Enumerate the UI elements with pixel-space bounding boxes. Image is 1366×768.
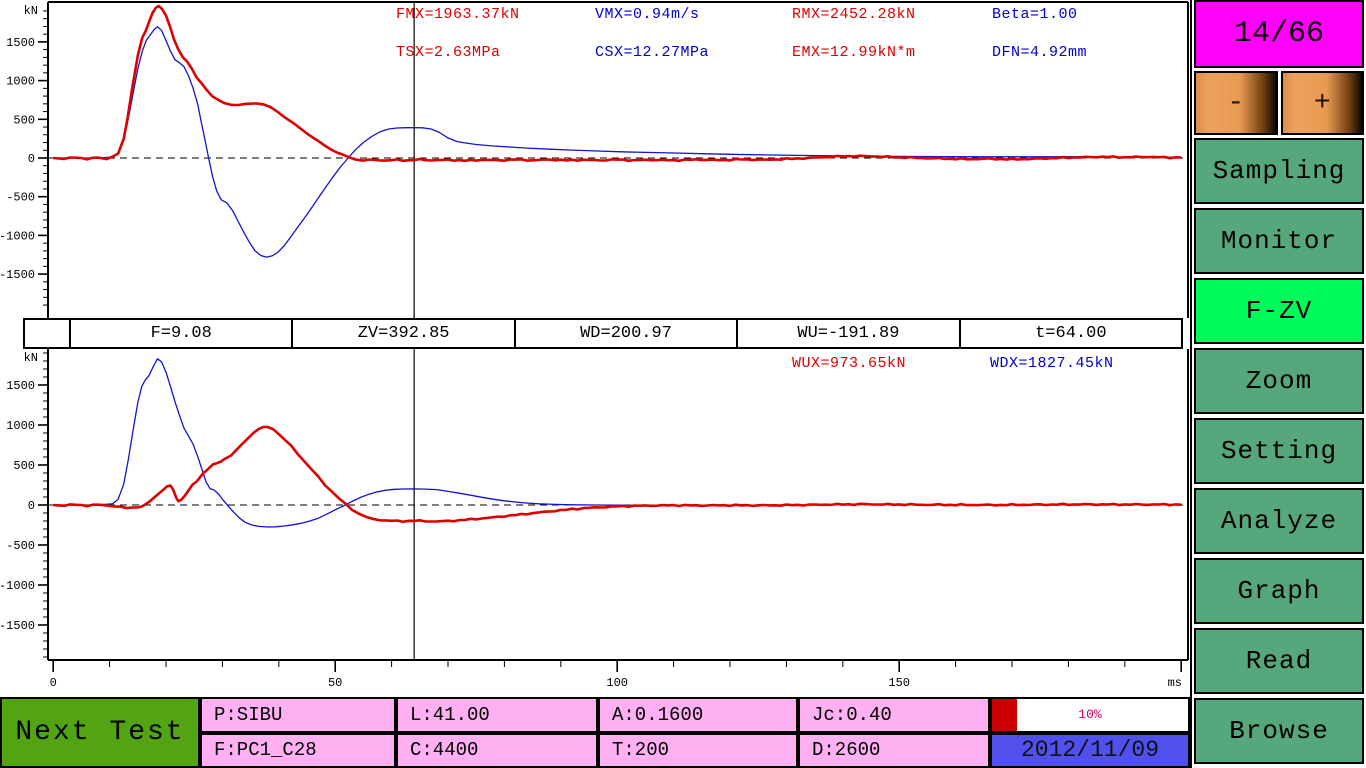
- svg-text:kN: kN: [24, 351, 38, 365]
- svg-text:0: 0: [28, 152, 35, 166]
- status-cell-wu: WU=-191.89: [738, 320, 961, 347]
- sidebar-button-monitor[interactable]: Monitor: [1194, 208, 1364, 274]
- annotation-fmx: FMX=1963.37kN: [396, 6, 520, 23]
- progress-fill: [992, 699, 1018, 731]
- annotation-beta: Beta=1.00: [992, 6, 1078, 23]
- date-display: 2012/11/09: [990, 732, 1190, 768]
- blow-counter: 14/66: [1194, 0, 1364, 68]
- svg-text:1000: 1000: [6, 75, 35, 89]
- svg-text:100: 100: [606, 676, 628, 690]
- progress-label: 10%: [1078, 707, 1102, 723]
- parameter-bar: Next Test P:SIBU L:41.00 A:0.1600 Jc:0.4…: [0, 697, 1190, 768]
- svg-text:1000: 1000: [6, 419, 35, 433]
- svg-text:-1000: -1000: [0, 579, 35, 593]
- annotation-dfn: DFN=4.92mm: [992, 44, 1088, 61]
- svg-text:-1500: -1500: [0, 619, 35, 633]
- svg-text:150: 150: [888, 676, 910, 690]
- progress-bar: 10%: [990, 697, 1190, 733]
- sidebar-button-sampling[interactable]: Sampling: [1194, 138, 1364, 204]
- svg-text:-1500: -1500: [0, 268, 35, 282]
- field-jc[interactable]: Jc:0.40: [798, 697, 990, 733]
- sidebar-button-graph[interactable]: Graph: [1194, 558, 1364, 624]
- decrement-button[interactable]: -: [1194, 71, 1278, 135]
- sidebar-button-f-zv[interactable]: F-ZV: [1194, 278, 1364, 344]
- annotation-rmx: RMX=2452.28kN: [792, 6, 916, 23]
- cursor-readout-bar: F=9.08 ZV=392.85 WD=200.97 WU=-191.89 t=…: [23, 318, 1183, 349]
- svg-text:500: 500: [13, 113, 35, 127]
- field-density[interactable]: D:2600: [798, 732, 990, 768]
- sidebar-button-setting[interactable]: Setting: [1194, 418, 1364, 484]
- sidebar-button-browse[interactable]: Browse: [1194, 698, 1364, 764]
- svg-text:0: 0: [50, 676, 57, 690]
- annotation-csx: CSX=12.27MPa: [595, 44, 710, 61]
- svg-text:-500: -500: [6, 539, 35, 553]
- next-test-button[interactable]: Next Test: [0, 697, 200, 768]
- sidebar-menu: 14/66 - + Sampling Monitor F-ZV Zoom Set…: [1190, 0, 1366, 768]
- svg-text:1500: 1500: [6, 36, 35, 50]
- sidebar-button-zoom[interactable]: Zoom: [1194, 348, 1364, 414]
- field-file[interactable]: F:PC1_C28: [200, 732, 396, 768]
- top-chart-canvas[interactable]: 1500 1000 500 0 -500 -1000 -1500 kN: [0, 0, 1190, 318]
- increment-button[interactable]: +: [1280, 71, 1364, 135]
- status-cell-f: F=9.08: [71, 320, 294, 347]
- sidebar-button-read[interactable]: Read: [1194, 628, 1364, 694]
- annotation-wdx: WDX=1827.45kN: [990, 355, 1114, 372]
- svg-text:0: 0: [28, 499, 35, 513]
- status-left-stub: [25, 320, 71, 347]
- field-t[interactable]: T:200: [598, 732, 798, 768]
- annotation-emx: EMX=12.99kN*m: [792, 44, 916, 61]
- field-wave-speed[interactable]: C:4400: [396, 732, 598, 768]
- svg-text:500: 500: [13, 459, 35, 473]
- status-cell-zv: ZV=392.85: [293, 320, 516, 347]
- sidebar-button-analyze[interactable]: Analyze: [1194, 488, 1364, 554]
- svg-text:1500: 1500: [6, 379, 35, 393]
- svg-text:50: 50: [328, 676, 342, 690]
- annotation-vmx: VMX=0.94m/s: [595, 6, 700, 23]
- bottom-chart-canvas[interactable]: 1500 1000 500 0 -500 -1000 -1500 kN 0 50 100 150 ms: [0, 349, 1190, 697]
- field-length[interactable]: L:41.00: [396, 697, 598, 733]
- main-area: 1500 1000 500 0 -500 -1000 -1500 kN FMX=1963.37…: [0, 0, 1190, 768]
- field-area[interactable]: A:0.1600: [598, 697, 798, 733]
- annotation-wux: WUX=973.65kN: [792, 355, 907, 372]
- annotation-tsx: TSX=2.63MPa: [396, 44, 501, 61]
- svg-text:-1000: -1000: [0, 229, 35, 243]
- svg-text:-500: -500: [6, 191, 35, 205]
- svg-text:kN: kN: [24, 4, 38, 18]
- field-pile-name[interactable]: P:SIBU: [200, 697, 396, 733]
- status-cell-t: t=64.00: [1035, 324, 1107, 343]
- svg-text:ms: ms: [1168, 676, 1182, 690]
- status-cell-wd: WD=200.97: [516, 320, 739, 347]
